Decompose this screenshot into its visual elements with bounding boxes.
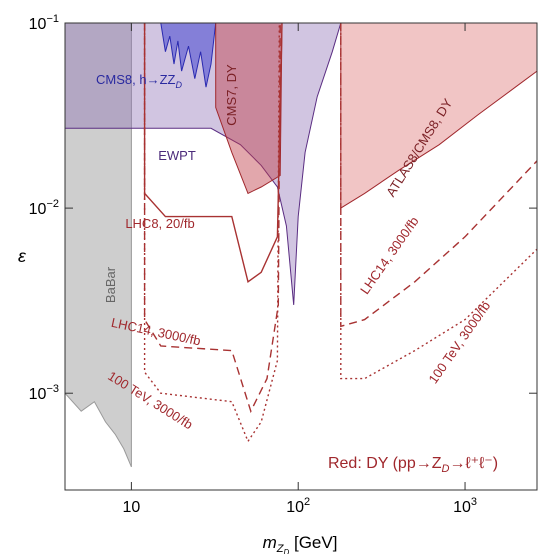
tick-exp: −1 bbox=[46, 13, 59, 25]
x-label-part: m bbox=[263, 533, 277, 552]
series-label: CMS8, h→ZZD bbox=[96, 72, 182, 90]
series-name: EWPT bbox=[158, 148, 196, 163]
series-label: CMS7, DY bbox=[224, 64, 239, 126]
y-axis-label: ε bbox=[18, 246, 27, 266]
note-part: Red: DY (pp→Z bbox=[328, 455, 442, 472]
series-label: LHC14, 3000/fb bbox=[357, 214, 422, 297]
tick-base: 10 bbox=[29, 386, 47, 403]
x-label-part: [GeV] bbox=[289, 533, 337, 552]
limit-line bbox=[143, 23, 283, 283]
limit-line bbox=[340, 23, 537, 328]
series-name: BaBar bbox=[103, 266, 118, 303]
region bbox=[160, 23, 217, 88]
tick-label: 10−2 bbox=[29, 198, 59, 218]
tick-exp: −2 bbox=[46, 198, 59, 210]
tick-base: 10 bbox=[453, 499, 471, 516]
tick-label: 102 bbox=[286, 496, 310, 516]
plot-area bbox=[65, 23, 537, 468]
note-part: D bbox=[442, 463, 450, 475]
x-label-part: D bbox=[283, 548, 289, 554]
series-name-sub: D bbox=[175, 80, 182, 90]
tick-exp: 2 bbox=[304, 496, 310, 508]
x-label-part: Z bbox=[276, 543, 285, 554]
region bbox=[340, 23, 537, 209]
tick-base: 10 bbox=[29, 16, 47, 33]
annotation: Red: DY (pp→ZD→ℓ⁺ℓ⁻) bbox=[328, 455, 498, 475]
x-axis-label: mZD [GeV] bbox=[263, 533, 338, 554]
series-label: BaBar bbox=[103, 266, 118, 303]
series-name: 100 TeV, 3000/fb bbox=[425, 298, 493, 386]
plot-frame bbox=[64, 22, 538, 491]
series-name: LHC14, 3000/fb bbox=[357, 214, 422, 297]
limit-line bbox=[143, 23, 281, 414]
limit-line bbox=[340, 23, 537, 380]
tick-label: 10−3 bbox=[29, 383, 59, 403]
series-name: LHC8, 20/fb bbox=[125, 216, 194, 231]
series-label: LHC8, 20/fb bbox=[125, 216, 194, 231]
series-name: CMS8, h→ZZ bbox=[96, 72, 176, 87]
tick-base: 10 bbox=[286, 499, 304, 516]
tick-label: 10 bbox=[122, 499, 140, 516]
tick-exp: −3 bbox=[46, 383, 59, 395]
tick-exp: 3 bbox=[471, 496, 477, 508]
series-label: 100 TeV, 3000/fb bbox=[425, 298, 493, 386]
tick-label: 10−1 bbox=[29, 13, 59, 33]
tick-base: 10 bbox=[29, 201, 47, 218]
series-label: EWPT bbox=[158, 148, 196, 163]
limit-line bbox=[143, 23, 280, 443]
region bbox=[65, 23, 342, 305]
tick-label: 103 bbox=[453, 496, 477, 516]
series-name: CMS7, DY bbox=[224, 64, 239, 126]
note-part: →ℓ⁺ℓ⁻) bbox=[449, 455, 498, 472]
region bbox=[65, 23, 132, 468]
